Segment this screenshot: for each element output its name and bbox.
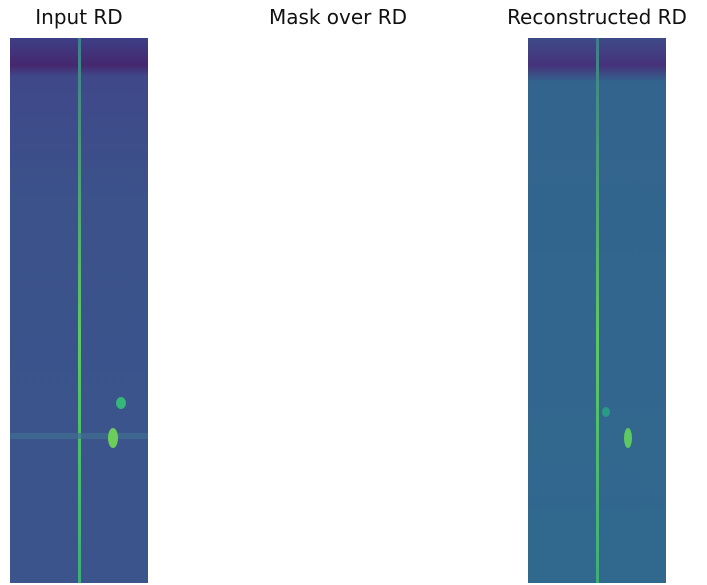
panel-title: Mask over RD (269, 5, 407, 29)
reconstructed-image (528, 38, 666, 583)
panel-title: Reconstructed RD (507, 5, 687, 29)
mask-image (269, 38, 407, 583)
panel-title: Input RD (35, 5, 122, 29)
input-image (10, 38, 148, 583)
